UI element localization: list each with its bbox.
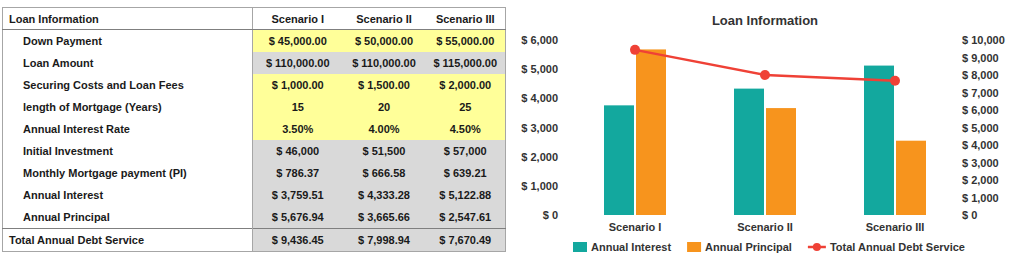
line-marker <box>630 45 640 55</box>
cell: 3.50% <box>253 118 343 140</box>
cell: $ 639.21 <box>426 162 506 184</box>
cell: $ 7,998.94 <box>343 229 426 252</box>
legend-key <box>687 242 701 252</box>
cell: 4.50% <box>426 118 506 140</box>
row-label: Down Payment <box>3 30 253 53</box>
cell: $ 1,000.00 <box>253 74 343 96</box>
x-tick-label: Scenario II <box>737 221 793 233</box>
cell: $ 3,759.51 <box>253 184 343 206</box>
y2-tick-label: $ 0 <box>962 209 977 221</box>
table-row: Annual Principal$ 5,676.94$ 3,665.66$ 2,… <box>3 206 506 229</box>
y2-tick-label: $ 4,000 <box>962 139 999 151</box>
cell: $ 5,676.94 <box>253 206 343 229</box>
cell: $ 110,000.00 <box>343 52 426 74</box>
cell: 4.00% <box>343 118 426 140</box>
cell: $ 3,665.66 <box>343 206 426 229</box>
bar <box>636 49 666 215</box>
cell: $ 57,000 <box>426 140 506 162</box>
legend-label: Total Annual Debt Service <box>830 241 965 253</box>
legend-key <box>573 242 587 252</box>
y2-tick-label: $ 2,000 <box>962 174 999 186</box>
bar <box>896 141 926 215</box>
y2-tick-label: $ 7,000 <box>962 87 999 99</box>
row-label: Annual Interest <box>3 184 253 206</box>
line-marker <box>760 70 770 80</box>
y2-tick-label: $ 9,000 <box>962 52 999 64</box>
y2-tick-label: $ 1,000 <box>962 192 999 204</box>
table-row: Loan InformationScenario IScenario IISce… <box>3 8 506 30</box>
row-label: length of Mortgage (Years) <box>3 96 253 118</box>
cell: $ 55,000.00 <box>426 30 506 53</box>
legend-label: Annual Interest <box>591 241 671 253</box>
marks <box>604 45 926 215</box>
cell: $ 46,000 <box>253 140 343 162</box>
row-label: Securing Costs and Loan Fees <box>3 74 253 96</box>
cell: Scenario II <box>343 8 426 30</box>
legend-label: Annual Principal <box>705 241 792 253</box>
y-tick-label: $ 5,000 <box>521 63 558 75</box>
cell: Scenario III <box>426 8 506 30</box>
cell: $ 51,500 <box>343 140 426 162</box>
cell: $ 2,000.00 <box>426 74 506 96</box>
table-row: Total Annual Debt Service$ 9,436.45$ 7,9… <box>3 229 506 252</box>
loan-table: Loan InformationScenario IScenario IISce… <box>2 7 506 252</box>
table-wrap: Loan InformationScenario IScenario IISce… <box>2 7 505 252</box>
table-row: Annual Interest Rate3.50%4.00%4.50% <box>3 118 506 140</box>
cell: Scenario I <box>253 8 343 30</box>
cell: 15 <box>253 96 343 118</box>
table-row: Monthly Mortgage payment (PI)$ 786.37$ 6… <box>3 162 506 184</box>
cell: $ 2,547.61 <box>426 206 506 229</box>
table-row: Down Payment$ 45,000.00$ 50,000.00$ 55,0… <box>3 30 506 53</box>
cell: 20 <box>343 96 426 118</box>
legend: Annual Interest Annual Principal Total Ann… <box>573 241 965 253</box>
cell: $ 7,670.49 <box>426 229 506 252</box>
y-tick-label: $ 6,000 <box>521 34 558 46</box>
cell: $ 45,000.00 <box>253 30 343 53</box>
cell: $ 110,000.00 <box>253 52 343 74</box>
x-tick-label: Scenario III <box>866 221 925 233</box>
x-tick-label: Scenario I <box>609 221 662 233</box>
table-row: Annual Interest$ 3,759.51$ 4,333.28$ 5,1… <box>3 184 506 206</box>
table-row: Securing Costs and Loan Fees$ 1,000.00$ … <box>3 74 506 96</box>
row-label: Initial Investment <box>3 140 253 162</box>
cell: $ 1,500.00 <box>343 74 426 96</box>
y-tick-label: $ 3,000 <box>521 122 558 134</box>
y2-tick-label: $ 3,000 <box>962 157 999 169</box>
cell: $ 666.58 <box>343 162 426 184</box>
table-row: Loan Amount$ 110,000.00$ 110,000.00$ 115… <box>3 52 506 74</box>
y-tick-label: $ 0 <box>543 209 558 221</box>
cell: $ 50,000.00 <box>343 30 426 53</box>
row-label: Total Annual Debt Service <box>3 229 253 252</box>
y-tick-label: $ 4,000 <box>521 92 558 104</box>
y2-tick-label: $ 5,000 <box>962 122 999 134</box>
cell: $ 9,436.45 <box>253 229 343 252</box>
line-marker <box>890 76 900 86</box>
y-tick-label: $ 2,000 <box>521 151 558 163</box>
y2-tick-label: $ 10,000 <box>962 34 1005 46</box>
row-label: Annual Principal <box>3 206 253 229</box>
line <box>635 50 895 81</box>
chart: Loan Information $ 0 $ 1,000 $ 2,000 $ 3,000… <box>515 0 1024 267</box>
bar <box>864 66 894 215</box>
y2-tick-label: $ 8,000 <box>962 69 999 81</box>
cell: $ 115,000.00 <box>426 52 506 74</box>
chart-title: Loan Information <box>712 13 818 28</box>
bar <box>604 105 634 215</box>
y-tick-label: $ 1,000 <box>521 180 558 192</box>
cell: $ 786.37 <box>253 162 343 184</box>
row-label: Monthly Mortgage payment (PI) <box>3 162 253 184</box>
legend-key <box>813 243 821 251</box>
bar <box>734 89 764 215</box>
row-label: Loan Amount <box>3 52 253 74</box>
row-label: Annual Interest Rate <box>3 118 253 140</box>
cell: $ 4,333.28 <box>343 184 426 206</box>
row-label: Loan Information <box>3 8 253 30</box>
bar <box>766 108 796 215</box>
table-row: Initial Investment$ 46,000$ 51,500$ 57,0… <box>3 140 506 162</box>
y2-tick-label: $ 6,000 <box>962 104 999 116</box>
table-row: length of Mortgage (Years)152025 <box>3 96 506 118</box>
cell: $ 5,122.88 <box>426 184 506 206</box>
cell: 25 <box>426 96 506 118</box>
